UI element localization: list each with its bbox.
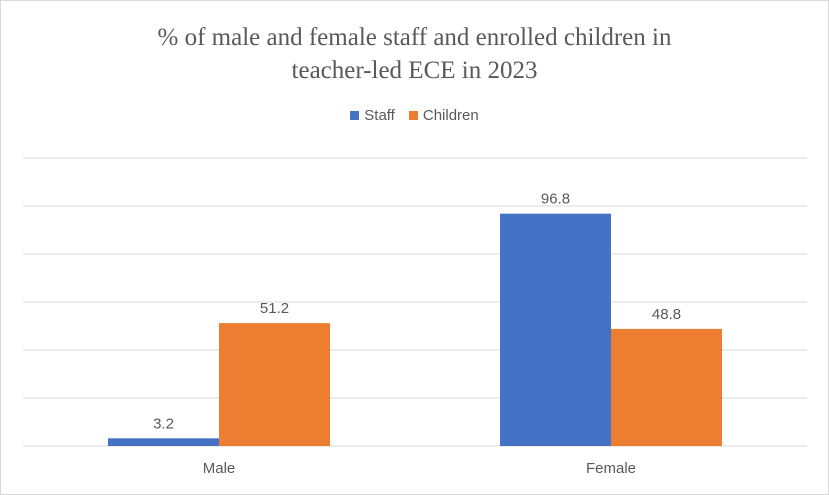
legend-entry-staff: Staff [350, 107, 395, 124]
legend-label-children: Children [422, 107, 479, 124]
legend: Staff Children [1, 107, 828, 124]
bar-children-female [611, 328, 722, 446]
x-tick-label-male: Male [203, 460, 236, 477]
legend-swatch-staff [350, 111, 360, 120]
legend-entry-children: Children [408, 107, 479, 124]
legend-label-staff: Staff [364, 107, 395, 124]
data-label-staff-female: 96.8 [541, 191, 570, 208]
bar-children-male [219, 323, 330, 446]
x-tick-label-female: Female [586, 460, 636, 477]
bar-staff-female [500, 213, 611, 446]
data-label-children-male: 51.2 [260, 300, 289, 317]
chart-title: % of male and female staff and enrolled … [1, 21, 828, 87]
data-label-children-female: 48.8 [652, 306, 681, 323]
legend-swatch-children [408, 111, 418, 120]
chart-title-line-1: % of male and female staff and enrolled … [157, 24, 672, 51]
bar-staff-male [108, 438, 219, 446]
data-label-staff-male: 3.2 [153, 415, 174, 432]
chart-title-line-2: teacher-led ECE in 2023 [291, 57, 538, 84]
